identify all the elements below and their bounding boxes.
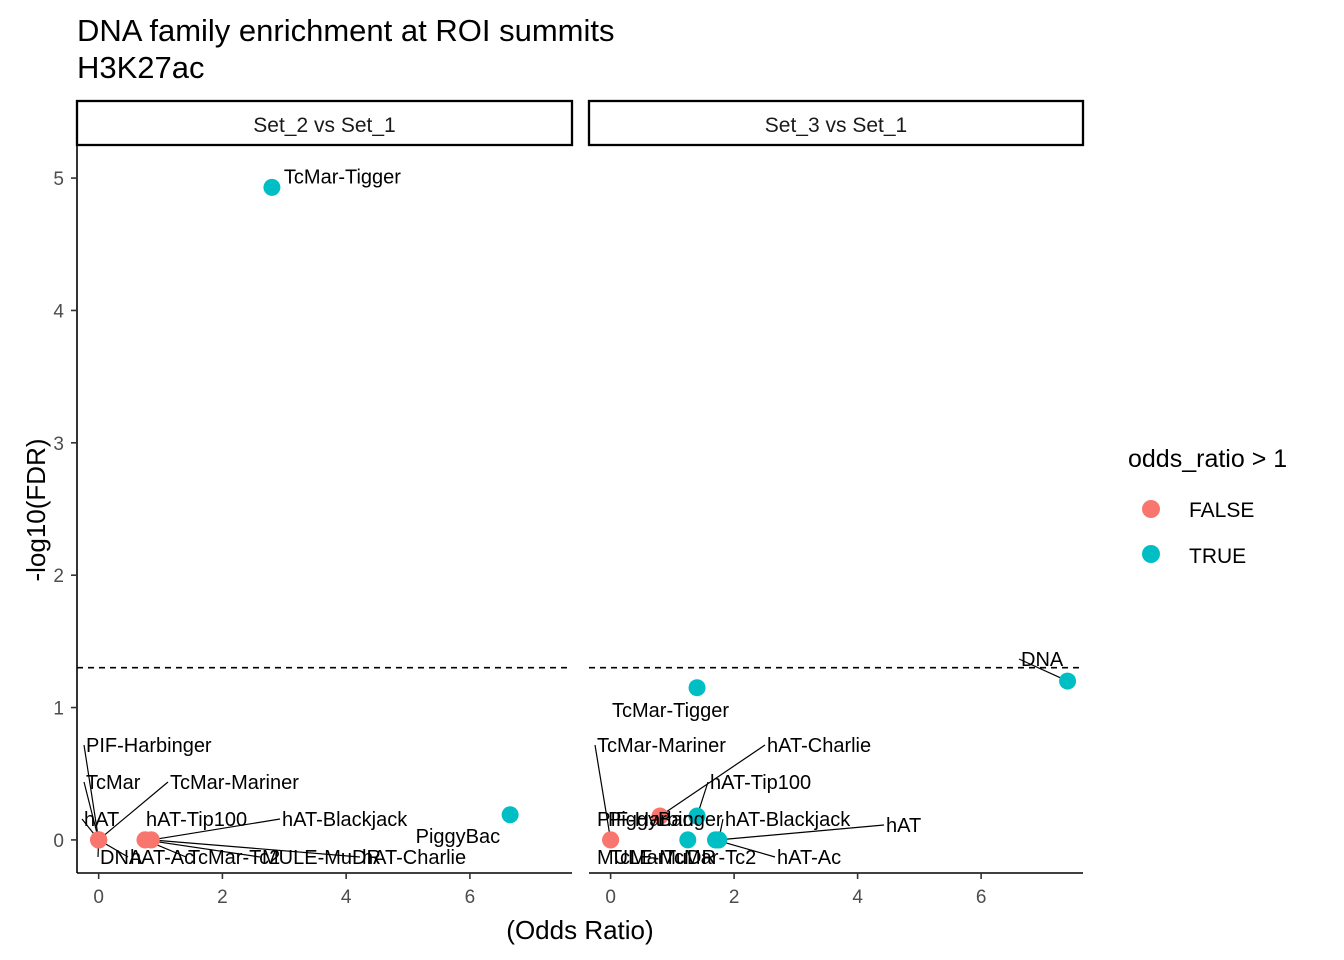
point-label: MULE-MuDR (597, 847, 716, 869)
data-point (90, 831, 108, 849)
point-label: PiggyBac (608, 809, 693, 831)
point-label: hAT-Blackjack (725, 809, 851, 831)
legend-key-false (1142, 500, 1160, 518)
x-tick-label: 0 (93, 887, 104, 908)
point-label: hAT-Blackjack (282, 809, 408, 831)
point-labels: DNA TcMar-Tigger TcMar-Mariner hAT-Charlie h… (597, 649, 1064, 869)
label-connector (718, 824, 885, 841)
y-axis: 0 1 2 3 4 5 (53, 145, 78, 873)
label-connector (151, 818, 281, 841)
x-tick-label: 4 (852, 887, 863, 908)
y-tick-label: 3 (53, 434, 64, 455)
label-connector (1018, 658, 1068, 682)
y-tick-label: 2 (53, 566, 64, 587)
legend-key-true (1142, 545, 1160, 563)
y-tick-label: 1 (53, 699, 64, 720)
point-label: TcMar-Mariner (597, 735, 726, 757)
label-connectors (81, 744, 361, 858)
label-connector (144, 839, 261, 858)
label-connector (151, 839, 361, 858)
data-point (688, 807, 706, 825)
data-point (263, 178, 281, 196)
point-label: TcMar (86, 772, 141, 794)
data-points (90, 178, 519, 849)
label-connector (594, 744, 612, 841)
y-tick-label: 5 (53, 169, 64, 190)
y-axis-title: -log10(FDR) (21, 438, 51, 581)
chart-title: DNA family enrichment at ROI summits (77, 13, 614, 48)
data-point (707, 831, 725, 849)
legend-label-false: FALSE (1189, 499, 1254, 522)
point-label: hAT-Ac (777, 847, 841, 869)
x-tick-label: 4 (341, 887, 352, 908)
point-label: TcMar-Tigger (284, 166, 401, 188)
point-label: hAT-Charlie (767, 735, 871, 757)
plot-area-left: 0 2 4 6TcMar-TiggerPiggyBacPIF-HarbingerTcM… (77, 166, 572, 908)
x-tick-label: 6 (465, 887, 476, 908)
point-label: DNA (100, 847, 143, 869)
data-point (1059, 672, 1077, 690)
point-label: PIF-Harbinger (86, 735, 212, 757)
label-connector (83, 744, 100, 841)
point-label: DNA (1021, 649, 1064, 671)
strip-box-left (75, 99, 574, 147)
y-tick-label: 0 (53, 831, 64, 852)
point-label: hAT-Tip100 (146, 809, 247, 831)
point-label: TcMar-Tigger (612, 700, 729, 722)
plot-area-right: 0 2 4 6 DNA TcMar-Tigger TcMar-Mariner hAT-Char… (589, 649, 1083, 908)
point-label: TcMar-Tc2 (188, 847, 280, 869)
x-tick-label: 0 (605, 887, 616, 908)
point-label: hAT (886, 815, 921, 837)
data-point (602, 831, 620, 849)
data-points (602, 672, 1077, 849)
point-label: TcMar-Tc2 (664, 847, 756, 869)
point-label: hAT-Ac (130, 847, 194, 869)
x-tick-label: 2 (217, 887, 228, 908)
point-label: TcMar-Mariner (170, 772, 299, 794)
data-point (688, 679, 706, 697)
point-label: PIF-Harbinger (597, 809, 723, 831)
legend: odds_ratio > 1 FALSE TRUE (1128, 445, 1287, 568)
point-label: hAT-Charlie (362, 847, 466, 869)
point-label: hAT (84, 809, 119, 831)
chart-subtitle: H3K27ac (77, 50, 205, 85)
point-label: hAT-Tip100 (710, 772, 811, 794)
point-label: MULE-MuDR (262, 847, 381, 869)
x-tick-label: 6 (976, 887, 987, 908)
strip-label-left: Set_2 vs Set_1 (253, 114, 395, 137)
x-tick-label: 2 (729, 887, 740, 908)
data-point (651, 807, 669, 825)
strip-label-right: Set_3 vs Set_1 (765, 114, 907, 137)
point-label: PiggyBac (416, 826, 501, 848)
facet-panel-right: Set_3 vs Set_1 0 2 4 6 DNA TcMar-Tigger TcMar-… (587, 99, 1085, 908)
label-connector (659, 744, 766, 817)
point-labels: TcMar-Tigger PiggyBac PIF-Harbinger TcMar Tc… (84, 166, 500, 869)
legend-label-true: TRUE (1189, 545, 1246, 568)
point-label: TcMar (610, 847, 665, 869)
legend-title: odds_ratio > 1 (1128, 445, 1287, 473)
label-connector (98, 781, 169, 841)
data-point (142, 831, 160, 849)
data-point (501, 806, 519, 824)
x-axis-title: (Odds Ratio) (506, 915, 653, 945)
strip-box-right (587, 99, 1085, 147)
data-point (679, 831, 697, 849)
y-tick-label: 4 (53, 301, 64, 322)
facet-panel-left: Set_2 vs Set_1 0 2 4 6 TcMar-Tigger PiggyBac P… (75, 99, 574, 908)
label-connector (83, 781, 100, 841)
